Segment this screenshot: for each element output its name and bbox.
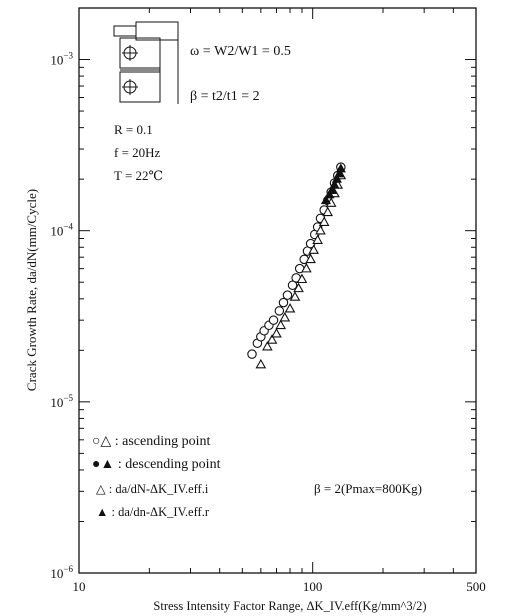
descending-triangle-point xyxy=(331,173,342,183)
legend-entry: ▲ : da/dn-ΔK_IV.eff.r xyxy=(96,505,210,519)
data-points xyxy=(247,162,347,369)
tick-labels: 10 100 500 10−6 10−5 10−4 10−3 xyxy=(50,51,485,594)
y-axis-label: Crack Growth Rate, da/dN(mm/Cycle) xyxy=(24,189,39,391)
ascending-triangle-point xyxy=(279,312,291,322)
y-tick-label: 10−6 xyxy=(50,564,73,581)
descending-triangle-point xyxy=(329,179,340,189)
descending-triangle-point xyxy=(334,168,345,178)
specimen-diagram xyxy=(113,21,179,104)
x-axis-label: Stress Intensity Factor Range, ΔK_IV.eff… xyxy=(153,599,426,613)
ascending-triangle-point xyxy=(266,334,278,344)
ascending-triangle-point xyxy=(289,291,301,301)
ascending-triangle-point xyxy=(293,282,304,293)
y-tick-label: 10−5 xyxy=(50,393,73,410)
ascending-triangle-point xyxy=(308,244,319,254)
omega-condition: ω = W2/W1 = 0.5 xyxy=(190,44,291,59)
ascending-triangle-point xyxy=(275,319,287,330)
descending-triangle-point xyxy=(324,189,335,199)
ascending-circle-point xyxy=(282,290,293,300)
ascending-circle-point xyxy=(268,315,279,325)
ascending-triangle-point xyxy=(262,340,273,351)
x-tick-label: 500 xyxy=(466,579,486,594)
descending-triangle-point xyxy=(335,163,346,173)
legend-entry: △ : da/dN-ΔK_IV.eff.i xyxy=(96,482,209,496)
t-condition: T = 22℃ xyxy=(114,168,163,183)
ascending-triangle-point xyxy=(322,206,334,217)
ascending-circle-point xyxy=(247,349,257,359)
axis-ticks xyxy=(78,7,477,574)
ascending-circle-point xyxy=(278,297,289,308)
f-condition: f = 20Hz xyxy=(114,145,161,160)
ascending-triangle-point xyxy=(301,262,312,273)
ascending-circle-point xyxy=(274,306,285,316)
ascending-triangle-point xyxy=(305,253,316,264)
ascending-circle-point xyxy=(287,280,298,290)
x-tick-label: 100 xyxy=(303,579,323,594)
descending-triangle-point xyxy=(320,195,332,205)
ascending-triangle-point xyxy=(315,224,326,235)
plot-frame xyxy=(78,7,477,574)
y-tick-label: 10−3 xyxy=(50,51,73,68)
ascending-triangle-point xyxy=(312,234,323,244)
y-tick-label: 10−4 xyxy=(50,222,73,239)
descending-triangle-point xyxy=(326,184,338,194)
ascending-triangle-point xyxy=(318,216,330,227)
x-tick-label: 10 xyxy=(73,579,86,594)
ascending-triangle-point xyxy=(284,302,296,313)
beta-annotation: β = 2(Pmax=800Kg) xyxy=(314,481,422,496)
ascending-triangle-point xyxy=(255,358,267,369)
r-condition: R = 0.1 xyxy=(114,122,153,137)
ascending-triangle-point xyxy=(296,273,308,284)
legend: ○△ : ascending point ●▲ : descending poi… xyxy=(92,434,221,519)
ascending-triangle-point xyxy=(271,328,282,338)
legend-entry: ●▲ : descending point xyxy=(92,457,221,472)
legend-entry: ○△ : ascending point xyxy=(92,434,210,449)
beta-condition: β = t2/t1 = 2 xyxy=(190,89,260,104)
